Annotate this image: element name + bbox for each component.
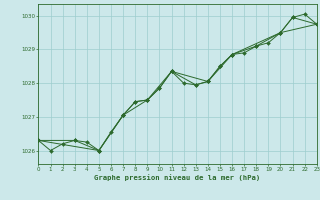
X-axis label: Graphe pression niveau de la mer (hPa): Graphe pression niveau de la mer (hPa) <box>94 174 261 181</box>
